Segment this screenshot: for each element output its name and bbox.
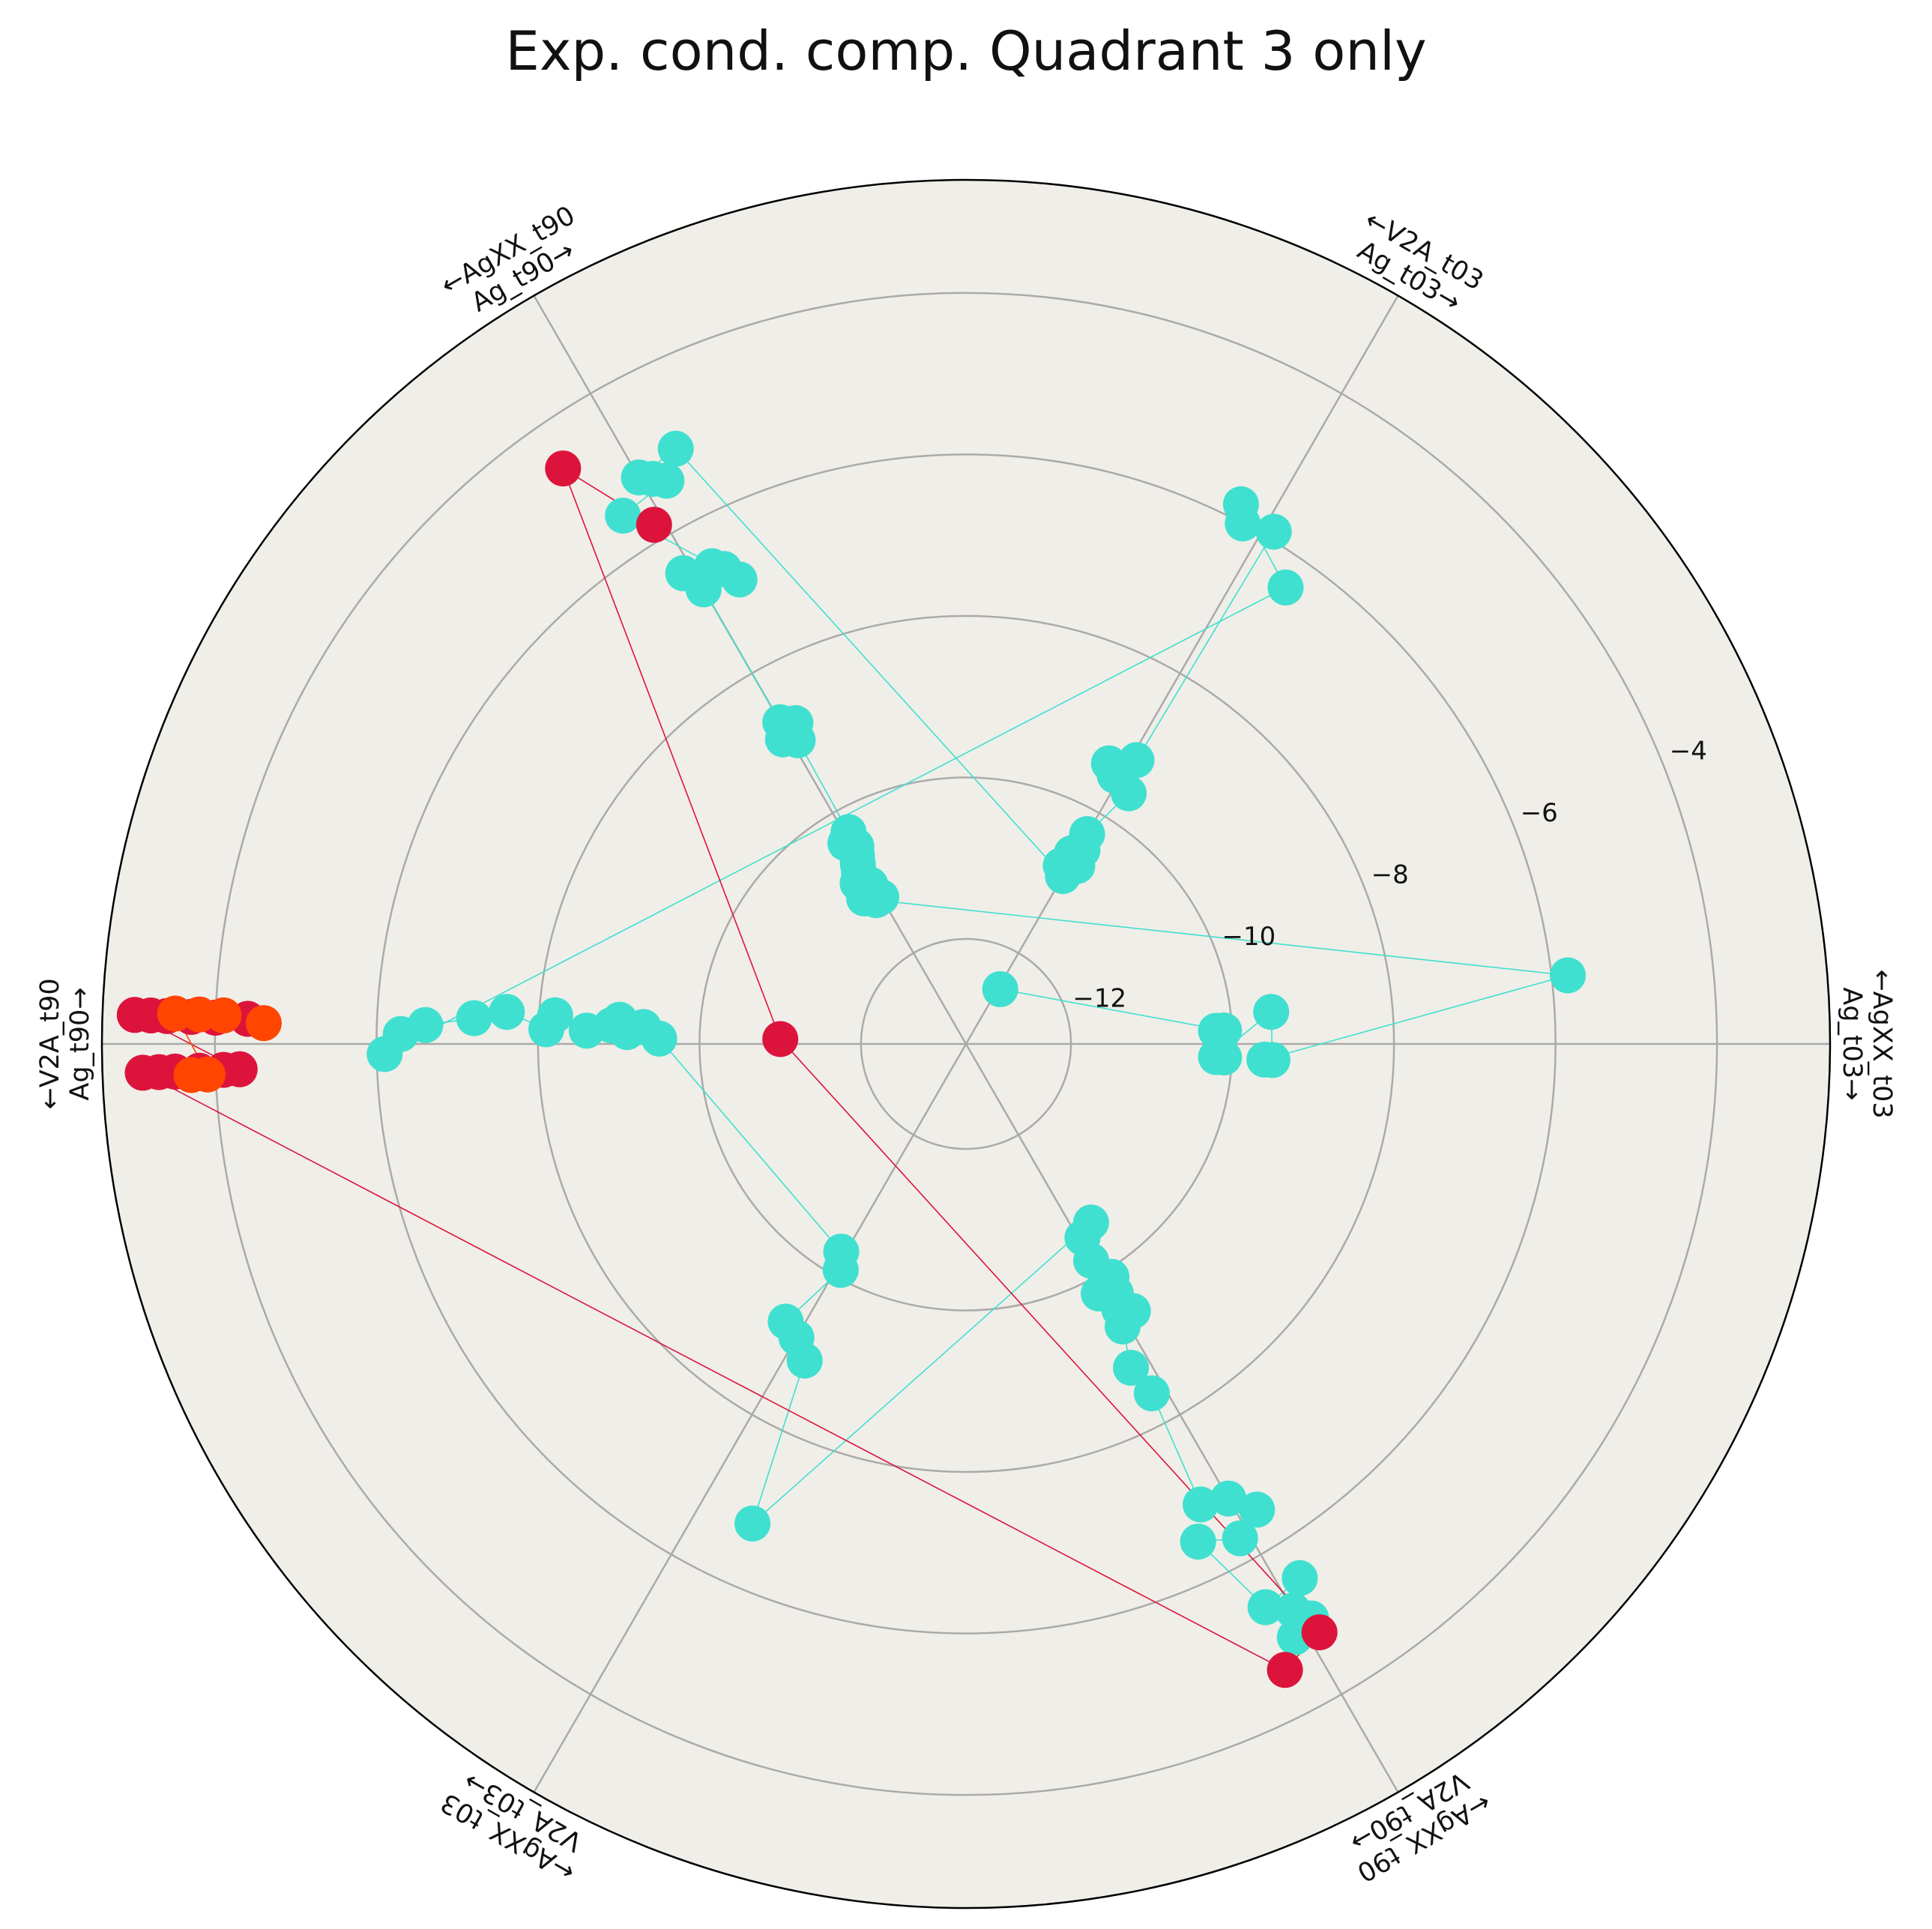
series-1-point-10 — [221, 1051, 258, 1087]
series-0-point-51 — [456, 1000, 492, 1036]
series-1-point-0 — [636, 507, 672, 543]
series-0-point-7 — [1246, 1041, 1283, 1078]
series-0-point-82 — [1180, 1524, 1216, 1560]
series-0-point-28 — [721, 561, 758, 598]
radial-tick-label-2: −8 — [1371, 860, 1409, 890]
radial-tick-label-1: −10 — [1222, 922, 1276, 952]
series-0-point-26 — [694, 548, 731, 585]
series-0-point-50 — [407, 1006, 444, 1043]
series-0-point-0 — [982, 970, 1018, 1007]
radial-tick-label-0: −12 — [1072, 984, 1126, 1014]
angular-axis-label-3: ←V2A_t90 Ag_t90→ — [35, 978, 95, 1109]
series-0-point-60 — [641, 1020, 677, 1057]
series-0-point-27 — [665, 555, 701, 591]
series-1-point-1 — [545, 450, 582, 487]
series-1-point-3 — [1301, 1614, 1338, 1651]
series-0-point-5 — [1253, 994, 1290, 1030]
series-0-point-33 — [657, 430, 694, 467]
series-2-point-5 — [245, 1005, 282, 1042]
series-0-point-81 — [1222, 1520, 1258, 1557]
series-2-point-1 — [189, 1056, 226, 1093]
series-0-point-54 — [537, 997, 573, 1033]
radial-tick-label-4: −4 — [1670, 737, 1707, 767]
series-0-point-84 — [1282, 1560, 1318, 1596]
series-2-point-4 — [205, 997, 242, 1033]
radial-tick-label-3: −6 — [1521, 798, 1558, 828]
series-0-point-29 — [605, 498, 642, 534]
plot-outline — [100, 178, 1832, 1910]
grid-spoke-4 — [533, 1043, 967, 1793]
series-0-point-43 — [1118, 742, 1155, 779]
series-0-point-19 — [830, 814, 867, 851]
series-0-point-62 — [822, 1252, 859, 1288]
series-0-point-47 — [1267, 569, 1304, 606]
series-points — [116, 430, 1586, 1688]
series-0-point-42 — [1090, 745, 1127, 782]
series-0-point-32 — [621, 459, 657, 496]
angular-axis-label-0-line-0: ←AgXX_t03 — [1867, 969, 1897, 1118]
radial-tick-labels: −12 −10 −8 −6 −4 — [1072, 737, 1707, 1014]
angular-axis-label-0-line-1: Ag_t03→ — [1837, 987, 1867, 1100]
series-1-point-2 — [762, 1021, 799, 1057]
series-0-point-66 — [734, 1505, 771, 1542]
angular-axis-label-3-line-1: Ag_t90→ — [65, 987, 95, 1100]
series-0-point-75 — [1105, 1308, 1141, 1344]
series-0-point-76 — [1113, 1350, 1150, 1386]
series-0-point-65 — [786, 1342, 823, 1379]
grid-spoke-1 — [965, 295, 1399, 1045]
series-0-point-23 — [762, 704, 799, 740]
series-0-point-52 — [489, 994, 525, 1030]
series-0-point-39 — [1069, 816, 1105, 852]
series-0-point-46 — [1222, 486, 1259, 522]
chart-title: Exp. cond. comp. Quadrant 3 only — [505, 19, 1426, 82]
series-0-point-44 — [1255, 513, 1292, 550]
angular-axis-label-3-line-0: ←V2A_t90 — [35, 978, 65, 1109]
series-1-point-4 — [1267, 1652, 1303, 1688]
series-0-point-8 — [1550, 957, 1586, 994]
series-0-point-3 — [1198, 1012, 1234, 1049]
series-0-point-80 — [1239, 1491, 1276, 1528]
grid-spoke-5 — [965, 1043, 1399, 1793]
series-0-point-4 — [1198, 1039, 1234, 1075]
series-0-point-79 — [1210, 1480, 1247, 1517]
series-0-point-78 — [1183, 1486, 1219, 1523]
series-0-point-77 — [1133, 1375, 1170, 1412]
series-0-point-83 — [1247, 1589, 1284, 1625]
